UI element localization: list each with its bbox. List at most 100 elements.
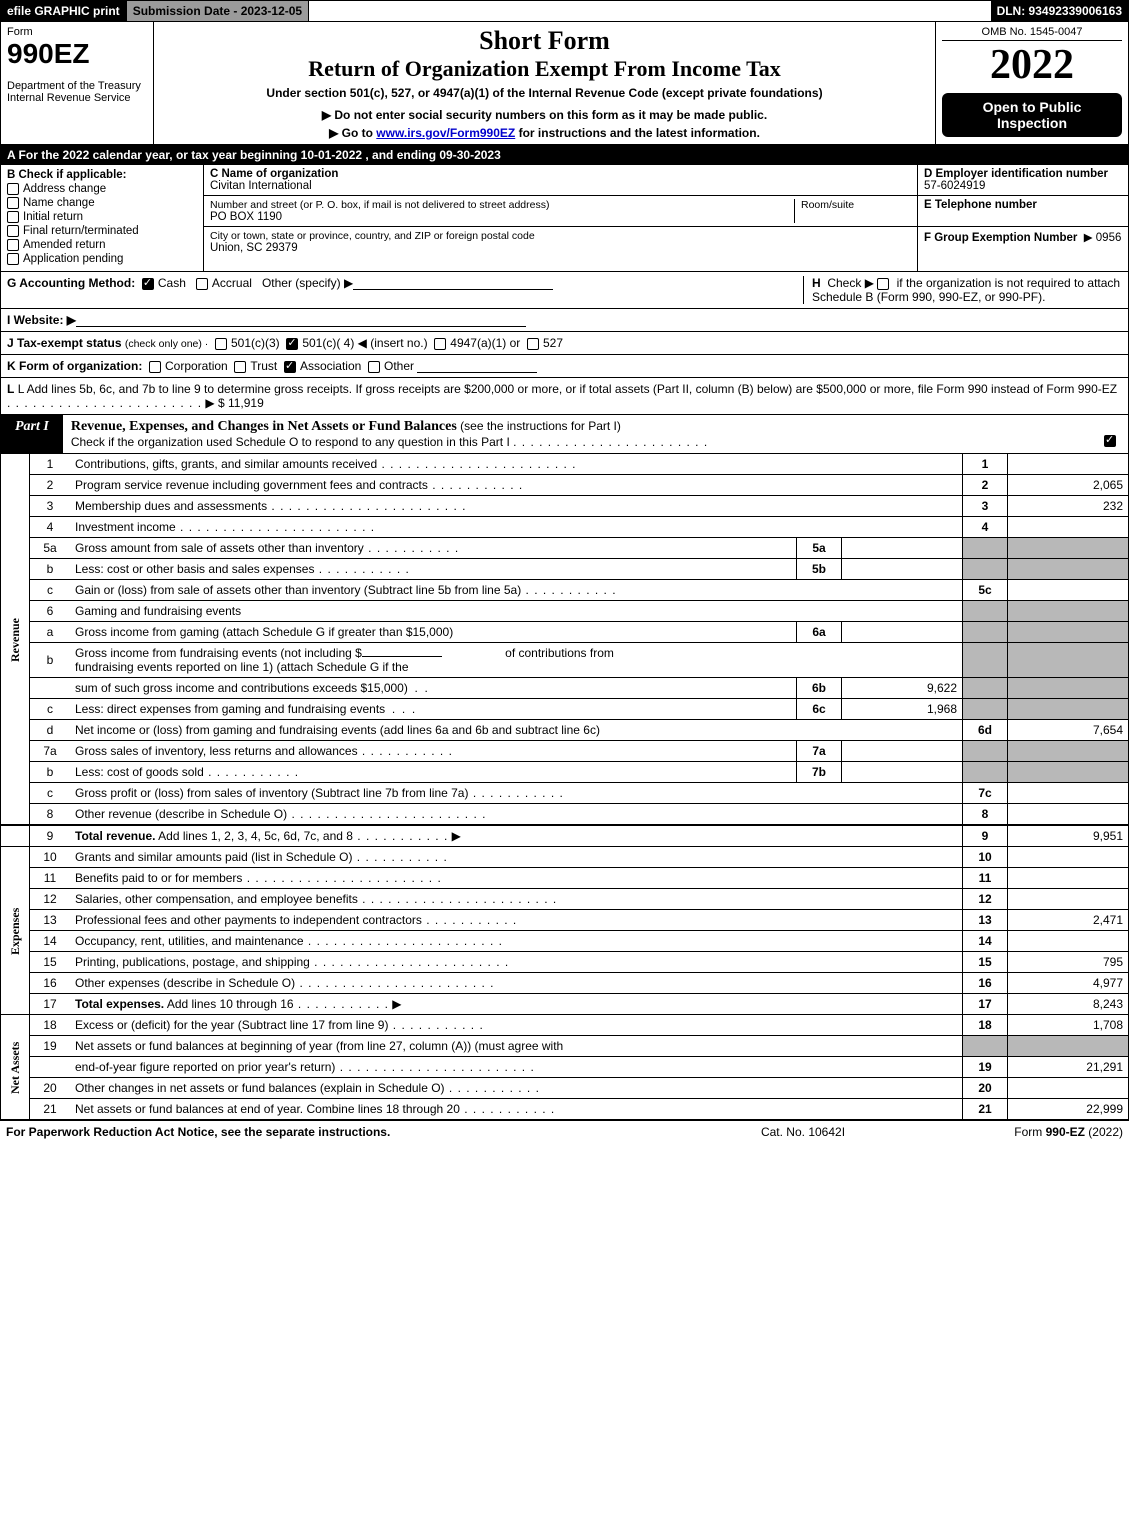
city-value: Union, SC 29379 xyxy=(210,242,298,254)
return-title: Return of Organization Exempt From Incom… xyxy=(158,56,931,82)
table-row: 19 Net assets or fund balances at beginn… xyxy=(1,1036,1129,1057)
box-b-title: B Check if applicable: xyxy=(7,169,197,181)
box-c: C Name of organization Civitan Internati… xyxy=(204,165,917,271)
check-pending[interactable]: Application pending xyxy=(7,253,197,265)
form-header: Form 990EZ Department of the Treasury In… xyxy=(0,22,1129,145)
section-bcd: B Check if applicable: Address change Na… xyxy=(0,165,1129,272)
table-row: c Gain or (loss) from sale of assets oth… xyxy=(1,580,1129,601)
check-final[interactable]: Final return/terminated xyxy=(7,225,197,237)
dln-label: DLN: 93492339006163 xyxy=(991,1,1128,21)
box-b: B Check if applicable: Address change Na… xyxy=(1,165,204,271)
line-j: J Tax-exempt status (check only one) · 5… xyxy=(0,332,1129,355)
k-label: K Form of organization: xyxy=(7,359,142,373)
expenses-label: Expenses xyxy=(1,847,30,1015)
check-accrual[interactable] xyxy=(196,278,208,290)
street-row: Number and street (or P. O. box, if mail… xyxy=(204,196,917,227)
check-name[interactable]: Name change xyxy=(7,197,197,209)
table-row: 15 Printing, publications, postage, and … xyxy=(1,952,1129,973)
ein-row: D Employer identification number 57-6024… xyxy=(918,165,1128,196)
note-goto: ▶ Go to www.irs.gov/Form990EZ for instru… xyxy=(158,126,931,140)
org-name: Civitan International xyxy=(210,180,312,192)
check-schedule-o[interactable] xyxy=(1104,435,1116,447)
table-row: b Gross income from fundraising events (… xyxy=(1,643,1129,678)
dept-line1: Department of the Treasury xyxy=(7,80,147,92)
check-address[interactable]: Address change xyxy=(7,183,197,195)
line-k: K Form of organization: Corporation Trus… xyxy=(0,355,1129,378)
phone-row: E Telephone number xyxy=(918,196,1128,227)
table-row: 3 Membership dues and assessments 3 232 xyxy=(1,496,1129,517)
line-h: H Check ▶ if the organization is not req… xyxy=(803,276,1122,304)
j-label: J Tax-exempt status xyxy=(7,336,122,350)
table-row: 14 Occupancy, rent, utilities, and maint… xyxy=(1,931,1129,952)
check-amended[interactable]: Amended return xyxy=(7,239,197,251)
f-value: ▶ 0956 xyxy=(1084,232,1122,244)
efile-label[interactable]: efile GRAPHIC print xyxy=(1,1,126,21)
tax-year: 2022 xyxy=(942,41,1122,89)
omb-number: OMB No. 1545-0047 xyxy=(942,26,1122,41)
footer: For Paperwork Reduction Act Notice, see … xyxy=(0,1120,1129,1143)
table-row: c Gross profit or (loss) from sales of i… xyxy=(1,783,1129,804)
part1-sub: Check if the organization used Schedule … xyxy=(71,435,510,449)
g-label: G Accounting Method: xyxy=(7,276,135,290)
group-exempt-row: F Group Exemption Number ▶ 0956 xyxy=(918,227,1128,247)
city-label: City or town, state or province, country… xyxy=(210,230,535,242)
table-row: a Gross income from gaming (attach Sched… xyxy=(1,622,1129,643)
l-text: L Add lines 5b, 6c, and 7b to line 9 to … xyxy=(18,382,1117,396)
org-name-row: C Name of organization Civitan Internati… xyxy=(204,165,917,196)
table-row: Expenses 10 Grants and similar amounts p… xyxy=(1,847,1129,868)
check-501c3[interactable] xyxy=(215,338,227,350)
line-g: G Accounting Method: Cash Accrual Other … xyxy=(7,276,803,304)
table-row: b Less: cost of goods sold 7b xyxy=(1,762,1129,783)
check-h[interactable] xyxy=(877,278,889,290)
note-goto-post: for instructions and the latest informat… xyxy=(515,126,760,140)
table-row: 7a Gross sales of inventory, less return… xyxy=(1,741,1129,762)
check-501c[interactable] xyxy=(286,338,298,350)
table-row: 8 Other revenue (describe in Schedule O)… xyxy=(1,804,1129,826)
check-527[interactable] xyxy=(527,338,539,350)
dept-line2: Internal Revenue Service xyxy=(7,92,147,104)
table-row: 9 Total revenue. Add lines 1, 2, 3, 4, 5… xyxy=(1,825,1129,847)
header-left: Form 990EZ Department of the Treasury In… xyxy=(1,22,154,144)
line-l: L L Add lines 5b, 6c, and 7b to line 9 t… xyxy=(0,378,1129,415)
city-row: City or town, state or province, country… xyxy=(204,227,917,257)
g-other: Other (specify) ▶ xyxy=(262,276,353,290)
check-cash[interactable] xyxy=(142,278,154,290)
netassets-label: Net Assets xyxy=(1,1015,30,1120)
check-initial[interactable]: Initial return xyxy=(7,211,197,223)
table-row: 20 Other changes in net assets or fund b… xyxy=(1,1078,1129,1099)
table-row: 6 Gaming and fundraising events xyxy=(1,601,1129,622)
part1-header: Part I Revenue, Expenses, and Changes in… xyxy=(0,415,1129,454)
l-amount: ▶ $ 11,919 xyxy=(205,396,263,410)
box-d: D Employer identification number 57-6024… xyxy=(917,165,1128,271)
room-label: Room/suite xyxy=(801,199,854,211)
part1-label: Part I xyxy=(1,415,63,453)
part1-title: Revenue, Expenses, and Changes in Net As… xyxy=(63,415,1128,453)
table-row: 5a Gross amount from sale of assets othe… xyxy=(1,538,1129,559)
d-label: D Employer identification number xyxy=(924,168,1108,180)
h-label: H xyxy=(812,276,821,290)
e-label: E Telephone number xyxy=(924,199,1037,211)
street-label: Number and street (or P. O. box, if mail… xyxy=(210,199,549,211)
check-assoc[interactable] xyxy=(284,361,296,373)
table-row: end-of-year figure reported on prior yea… xyxy=(1,1057,1129,1078)
table-row: c Less: direct expenses from gaming and … xyxy=(1,699,1129,720)
table-row: 21 Net assets or fund balances at end of… xyxy=(1,1099,1129,1120)
check-trust[interactable] xyxy=(234,361,246,373)
table-row: 13 Professional fees and other payments … xyxy=(1,910,1129,931)
irs-link[interactable]: www.irs.gov/Form990EZ xyxy=(376,126,515,140)
check-4947[interactable] xyxy=(434,338,446,350)
table-row: 2 Program service revenue including gove… xyxy=(1,475,1129,496)
table-row: 11 Benefits paid to or for members 11 xyxy=(1,868,1129,889)
check-corp[interactable] xyxy=(149,361,161,373)
table-row: 4 Investment income 4 xyxy=(1,517,1129,538)
table-row: 12 Salaries, other compensation, and emp… xyxy=(1,889,1129,910)
ein-value: 57-6024919 xyxy=(924,180,985,192)
check-other-org[interactable] xyxy=(368,361,380,373)
table-row: 16 Other expenses (describe in Schedule … xyxy=(1,973,1129,994)
lines-table: Revenue 1 Contributions, gifts, grants, … xyxy=(0,454,1129,1120)
footer-left: For Paperwork Reduction Act Notice, see … xyxy=(6,1125,683,1139)
footer-center: Cat. No. 10642I xyxy=(683,1125,923,1139)
f-label: F Group Exemption Number xyxy=(924,232,1077,244)
i-label: I Website: ▶ xyxy=(7,313,76,327)
note-ssn: ▶ Do not enter social security numbers o… xyxy=(158,108,931,122)
